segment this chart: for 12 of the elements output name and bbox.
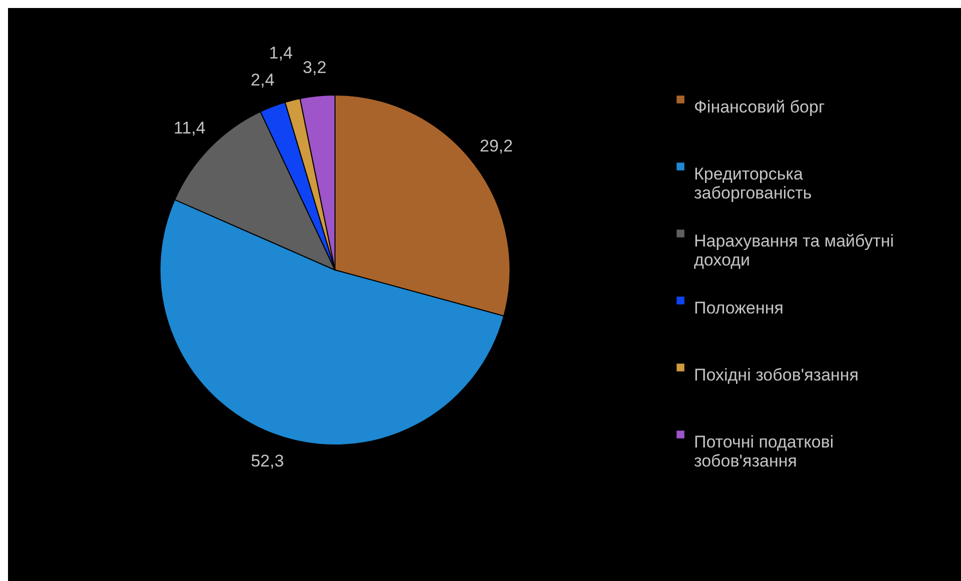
legend-label: Нарахування та майбутні доходи — [694, 232, 894, 270]
data-label: 3,2 — [302, 58, 326, 78]
legend-label: Кредиторська заборгованість — [694, 164, 812, 202]
legend-label: Фінансовий борг — [694, 98, 825, 116]
legend-label: Поточні податкові зобов'язання — [694, 432, 834, 470]
data-label: 29,2 — [480, 136, 513, 156]
data-label: 1,4 — [269, 44, 293, 63]
legend-label: Положення — [694, 298, 784, 318]
data-label: 2,4 — [250, 70, 274, 90]
legend-label: Похідні зобов'язання — [694, 366, 859, 384]
data-label: 11,4 — [174, 118, 206, 138]
data-label: 52,3 — [250, 451, 284, 470]
